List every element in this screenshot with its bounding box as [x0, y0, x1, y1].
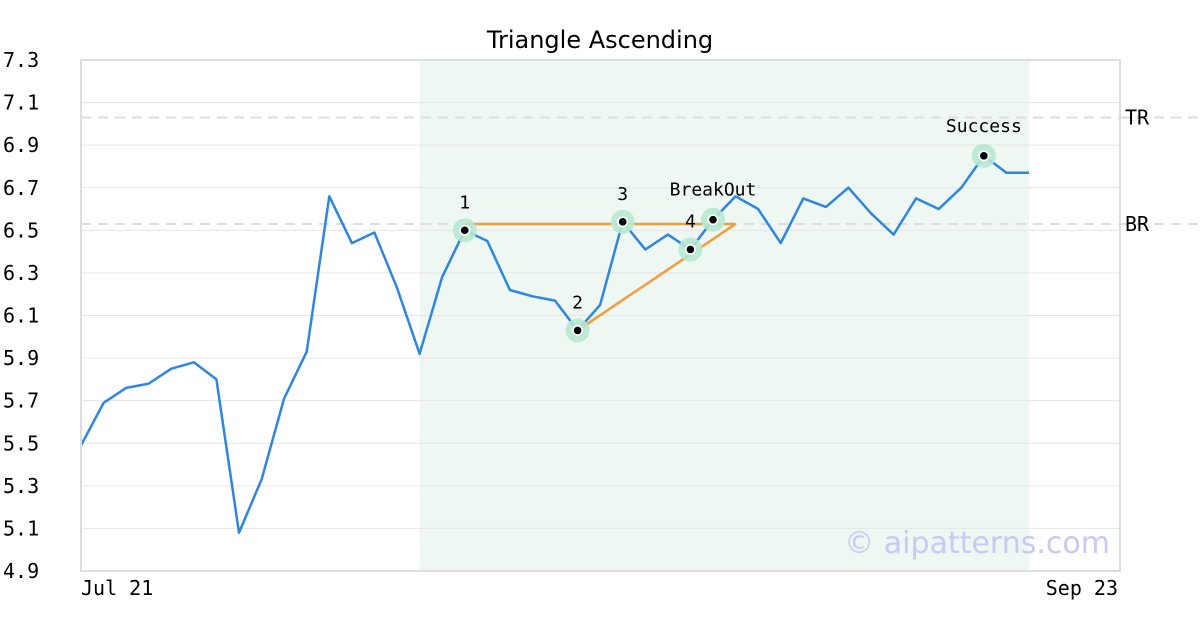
y-tick-label: 6.7 [3, 176, 39, 200]
watermark: © aipatterns.com [844, 526, 1110, 561]
x-axis-labels: Jul 21 Sep 23 [81, 576, 1118, 600]
y-tick-label: 6.3 [3, 261, 39, 285]
pattern-point-label: BreakOut [670, 180, 757, 201]
triangle-pattern [464, 222, 737, 332]
y-tick-label: 5.1 [3, 516, 39, 540]
y-tick-label: 5.7 [3, 389, 39, 413]
y-tick-label: 6.9 [3, 133, 39, 157]
pattern-point-label: 1 [459, 192, 470, 213]
y-tick-label: 5.3 [3, 474, 39, 498]
price-series-line [79, 154, 1029, 534]
pattern-point-dot [980, 152, 988, 160]
pattern-point-label: 4 [685, 211, 696, 232]
pattern-point-dot [618, 218, 627, 226]
x-tick-label: Sep 23 [1046, 576, 1118, 600]
x-tick-label: Jul 21 [81, 576, 153, 600]
y-axis-ticks: 7.3 7.1 6.9 6.7 6.5 6.3 6.1 5.9 5.7 5.5 5.3 5.1 4.9 [3, 48, 39, 583]
y-tick-label: 7.1 [3, 91, 39, 115]
pattern-point-dot [460, 226, 469, 235]
y-tick-label: 7.3 [3, 48, 39, 72]
pattern-point-label: Success [946, 116, 1022, 137]
grid-lines [81, 102, 1120, 529]
y-tick-label: 5.9 [3, 346, 39, 370]
reference-line-label: BR [1125, 212, 1150, 236]
chart-title: Triangle Ascending [486, 26, 713, 54]
triangle-line [576, 222, 737, 332]
y-tick-label: 6.5 [3, 218, 39, 242]
pattern-point-label: 3 [617, 184, 628, 205]
pattern-point-dot [709, 215, 717, 224]
y-tick-label: 4.9 [3, 559, 39, 583]
reference-line-label: TR [1125, 105, 1150, 129]
y-tick-label: 5.5 [3, 431, 39, 455]
pattern-point-label: 2 [572, 292, 583, 313]
pattern-point-dot [686, 245, 695, 254]
pattern-point-dot [573, 326, 582, 335]
y-tick-label: 6.1 [3, 304, 39, 328]
plot-border [80, 59, 1121, 572]
pattern-points: 1 2 3 4 BreakOut Success [452, 116, 1022, 343]
